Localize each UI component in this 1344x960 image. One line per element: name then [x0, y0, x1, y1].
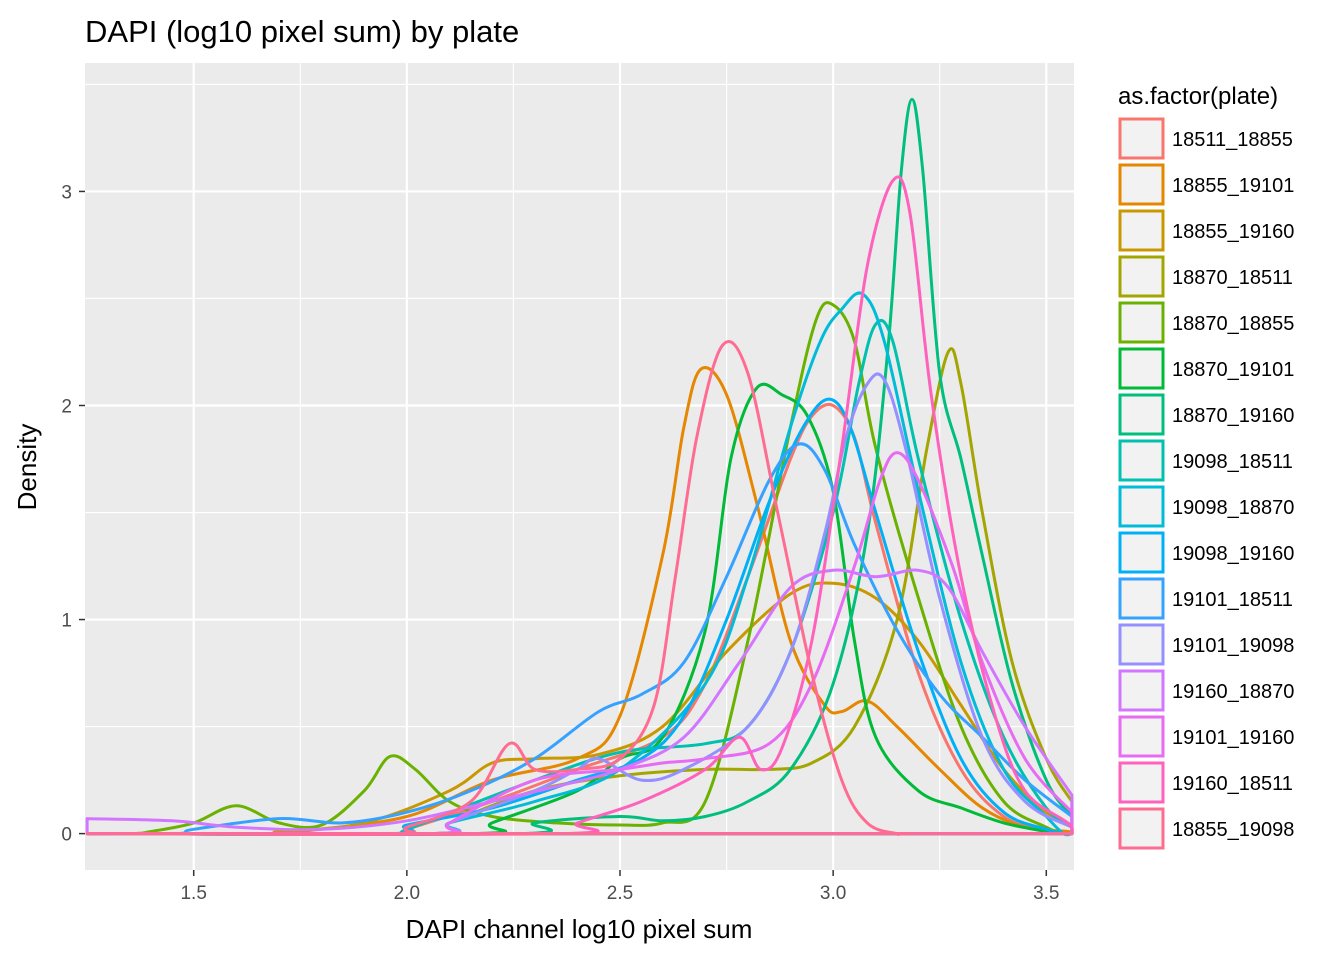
chart-title: DAPI (log10 pixel sum) by plate: [85, 14, 519, 49]
density-line-19101_18511: [85, 442, 1074, 836]
legend-label-18855_19160: 18855_19160: [1172, 221, 1294, 243]
legend-key-19160_18870: [1118, 669, 1165, 712]
plot-panel: [85, 63, 1074, 870]
density-line-18870_19160: [85, 97, 1074, 836]
legend-key-19101_18511: [1118, 577, 1165, 620]
x-tick-label: 1.5: [180, 883, 206, 904]
y-tick-label: 0: [61, 825, 72, 846]
legend-key-19098_19160: [1118, 531, 1165, 574]
y-axis-title: Density: [12, 424, 42, 511]
legend-key-19101_19098: [1118, 623, 1165, 666]
x-tick-label: 2.5: [607, 883, 633, 904]
legend-key-19098_18870: [1118, 485, 1165, 528]
legend-key-18870_18511: [1118, 255, 1165, 298]
legend-key-18870_18855: [1118, 301, 1165, 344]
legend-key-19160_18511: [1118, 761, 1165, 804]
density-line-18855_19098: [85, 340, 1074, 836]
x-tick-label: 3.0: [820, 883, 846, 904]
legend-key-18855_19101: [1118, 163, 1165, 206]
density-line-18870_18855: [85, 301, 1074, 836]
legend-label-19098_18870: 19098_18870: [1172, 497, 1294, 519]
legend-label-19101_18511: 19101_18511: [1172, 589, 1293, 611]
density-line-19101_19160: [85, 451, 1074, 836]
legend-label-19101_19160: 19101_19160: [1172, 727, 1294, 749]
legend-label-19160_18870: 19160_18870: [1172, 681, 1294, 703]
legend-key-19101_19160: [1118, 715, 1165, 758]
legend-key-18855_19160: [1118, 209, 1165, 252]
y-tick-label: 2: [61, 396, 72, 417]
y-tick-label: 1: [61, 611, 72, 632]
legend-key-18511_18855: [1118, 117, 1165, 160]
legend-label-18870_18511: 18870_18511: [1172, 267, 1293, 289]
legend-key-19098_18511: [1118, 439, 1165, 482]
density-line-18855_19101: [85, 366, 1074, 836]
legend-key-18870_19160: [1118, 393, 1165, 436]
density-line-18870_19101: [85, 382, 1074, 836]
legend-label-18870_19160: 18870_19160: [1172, 405, 1294, 427]
legend-label-19098_19160: 19098_19160: [1172, 543, 1294, 565]
x-tick-label: 3.5: [1033, 883, 1059, 904]
legend-label-18511_18855: 18511_18855: [1172, 129, 1293, 151]
legend-label-18855_19101: 18855_19101: [1172, 175, 1294, 197]
legend-title: as.factor(plate): [1118, 83, 1278, 110]
legend-label-18870_18855: 18870_18855: [1172, 313, 1294, 335]
x-axis-title: DAPI channel log10 pixel sum: [406, 914, 753, 944]
legend-label-19160_18511: 19160_18511: [1172, 773, 1293, 795]
legend-key-18870_19101: [1118, 347, 1165, 390]
legend: as.factor(plate) 18511_1885518855_191011…: [1118, 83, 1294, 850]
legend-label-18870_19101: 18870_19101: [1172, 359, 1294, 381]
series-layer: [85, 97, 1074, 837]
density-line-19160_18511: [85, 175, 1074, 836]
x-tick-label: 2.0: [394, 883, 420, 904]
legend-items: 18511_18855 18855_19101 18855_19160 18870_1…: [1118, 117, 1294, 850]
legend-label-19101_19098: 19101_19098: [1172, 635, 1294, 657]
axis-ticks: 1.5 2.0 2.5 3.0 3.5 0 1 2 3: [61, 182, 1059, 904]
density-line-19160_18870: [85, 568, 1074, 836]
legend-label-19098_18511: 19098_18511: [1172, 451, 1293, 473]
legend-key-18855_19098: [1118, 807, 1165, 850]
legend-label-18855_19098: 18855_19098: [1172, 819, 1294, 841]
y-tick-label: 3: [61, 182, 72, 203]
